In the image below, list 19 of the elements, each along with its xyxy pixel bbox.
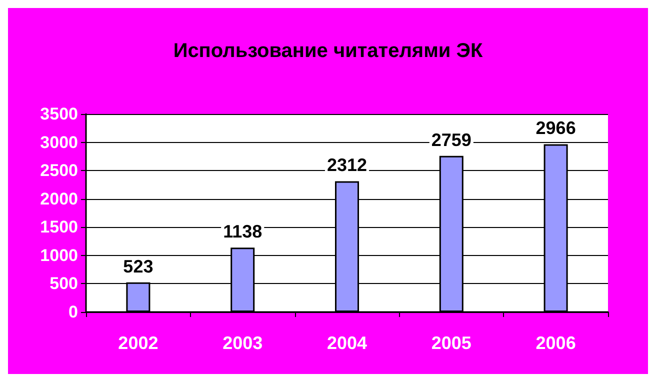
- y-tick-label: 500: [50, 274, 78, 294]
- y-tick-label: 1000: [40, 246, 78, 265]
- x-tick-label: 2004: [326, 333, 368, 353]
- y-tick-label: 2500: [40, 161, 78, 180]
- data-label: 2966: [536, 118, 576, 138]
- y-tick-label: 1500: [40, 218, 78, 237]
- x-tick-label: 2005: [431, 333, 472, 353]
- data-label: 523: [123, 256, 154, 276]
- data-label: 2759: [431, 130, 472, 150]
- y-tick-label: 2000: [40, 189, 78, 208]
- data-label: 2312: [326, 155, 368, 176]
- y-tick-label: 3500: [40, 104, 78, 124]
- x-tick-label: 2006: [536, 333, 576, 353]
- chart-title: Использование читателями ЭК: [173, 40, 484, 62]
- y-tick-label: 3000: [40, 132, 78, 152]
- y-tick-label: 0: [68, 302, 78, 322]
- x-tick-label: 2002: [118, 333, 158, 353]
- data-label: 1138: [223, 222, 262, 242]
- x-tick-label: 2003: [222, 333, 263, 353]
